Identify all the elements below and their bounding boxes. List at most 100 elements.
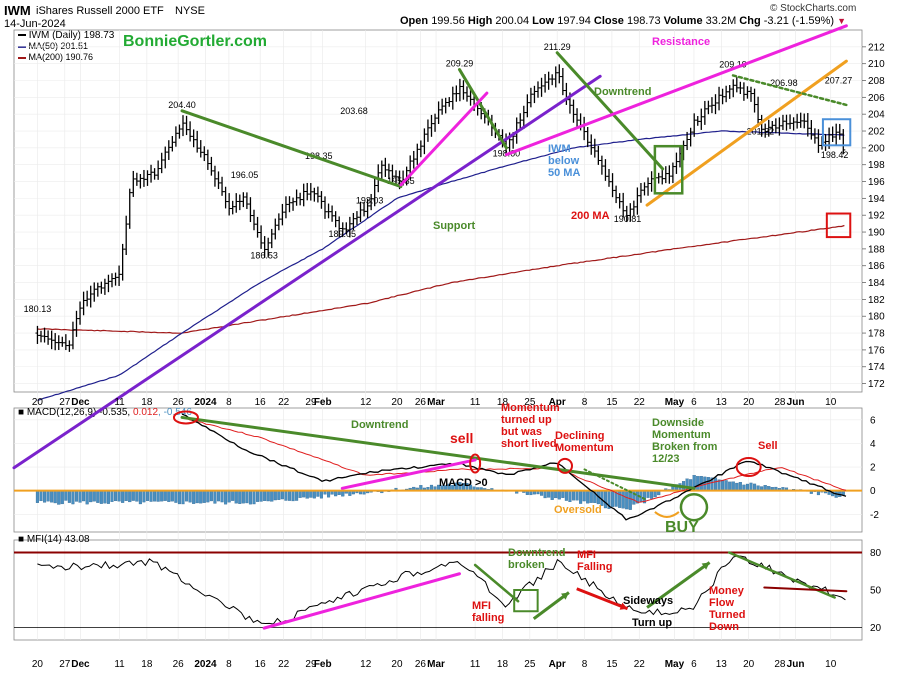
price-label: 180.13 <box>24 304 52 314</box>
price-label: 195.35 <box>387 176 415 186</box>
sideways-label: Sideways <box>623 595 674 607</box>
macd-buy-circle <box>679 492 709 522</box>
price-label: 201.22 <box>747 127 775 137</box>
macd-legend-hist: , -0.546 <box>158 407 192 418</box>
price-y-tick-label: 196 <box>868 177 885 188</box>
mfi-downtrend-label: Downtrend broken <box>508 547 565 571</box>
price-y-tick-label: 182 <box>868 295 885 306</box>
price-x-tick-label: 22 <box>278 397 290 408</box>
macd-histogram-bar <box>53 490 57 504</box>
macd-histogram-bar <box>557 490 561 500</box>
macd-histogram-bar <box>561 490 565 498</box>
macd-histogram-bar <box>252 490 256 505</box>
price-x-tick-label: 11 <box>114 397 125 408</box>
macd-histogram-bar <box>227 490 231 503</box>
macd-histogram-bar <box>650 490 654 499</box>
magenta-resistance-line <box>504 24 848 157</box>
high-value: 200.04 <box>495 15 530 27</box>
ohlc-readout: Open 199.56 High 200.04 Low 197.94 Close… <box>400 15 846 27</box>
price-x-tick-label: 28 <box>774 397 786 408</box>
macd-histogram-bar <box>721 479 725 491</box>
ma200-label: 200 MA <box>571 210 610 222</box>
macd-histogram-bar <box>319 490 323 499</box>
mfi-downtrend-line2: broken <box>508 559 545 571</box>
downtrend-price-label: Downtrend <box>594 86 652 98</box>
mfi-x-tick-label: 13 <box>716 659 728 670</box>
macd-histogram-bar <box>99 490 103 504</box>
legend-ma200: MA(200) 190.76 <box>18 52 93 62</box>
macd-sell-ellipse-2 <box>469 453 482 474</box>
green-consolidation-box <box>653 144 684 195</box>
legend-price-label: IWM (Daily) 198.73 <box>28 30 115 41</box>
macd-histogram-bar <box>234 490 238 504</box>
price-x-tick-label: 25 <box>524 397 536 408</box>
mfi-falling-label-1: MFI falling <box>472 600 504 624</box>
mfi-x-tick-label: 8 <box>226 659 232 670</box>
money-flow-line4: Down <box>709 621 739 633</box>
price-x-tick-label: 29 <box>305 397 317 408</box>
macd-histogram-bar <box>270 490 274 502</box>
macd-histogram-bar <box>188 490 192 503</box>
macd-y-tick-label: 4 <box>870 439 876 450</box>
legend-ma50-label: MA(50) 201.51 <box>28 41 89 51</box>
green-downtrend-line-1 <box>180 109 403 189</box>
macd-histogram-bar <box>96 490 100 503</box>
macd-histogram-bar <box>85 490 89 505</box>
mfi-x-tick-label: 22 <box>634 659 646 670</box>
price-y-tick-label: 176 <box>868 345 885 356</box>
macd-histogram-bar <box>216 490 221 502</box>
price-label: 209.29 <box>446 59 474 69</box>
macd-histogram-bar <box>295 490 299 501</box>
macd-histogram-bar <box>550 490 554 500</box>
macd-histogram-bar <box>92 490 96 502</box>
ma50-line <box>37 130 845 401</box>
macd-histogram-bar <box>35 490 39 503</box>
mfi-x-tick-label: 22 <box>278 659 290 670</box>
macd-histogram-bar <box>571 490 576 501</box>
high-label: High <box>467 15 493 27</box>
mfi-downtrend-line1: Downtrend <box>508 547 566 559</box>
macd-histogram-bar <box>245 490 249 504</box>
price-y-tick-label: 210 <box>868 59 885 70</box>
macd-histogram-bar <box>255 490 260 502</box>
price-x-tick-label: 2024 <box>194 397 217 408</box>
iwm-below-line1: IWM <box>548 143 571 155</box>
price-y-tick-label: 188 <box>868 244 885 255</box>
money-flow-line3: Turned <box>709 609 746 621</box>
macd-downtrend-label: Downtrend <box>351 419 409 431</box>
macd-histogram-bar <box>67 490 71 503</box>
mfi-x-tick-label: 10 <box>825 659 837 670</box>
mfi-x-tick-label: 6 <box>691 659 697 670</box>
price-y-tick-label: 192 <box>868 211 885 222</box>
macd-histogram-bar <box>610 490 615 507</box>
ticker-symbol: IWM <box>4 3 31 18</box>
copyright: © StockCharts.com <box>770 3 857 14</box>
open-label: Open <box>400 15 429 27</box>
turn-up-label: Turn up <box>632 617 673 629</box>
price-label: 204.40 <box>168 100 196 110</box>
macd-histogram-bar <box>177 490 181 505</box>
down-arrow-icon: ▼ <box>837 16 847 26</box>
price-x-tick-label: 8 <box>582 397 588 408</box>
price-label: 211.29 <box>544 42 571 52</box>
momentum-line1: Momentum <box>501 402 560 414</box>
close-label: Close <box>593 15 624 27</box>
macd-histogram-bar <box>554 490 558 499</box>
price-y-tick-label: 212 <box>868 42 885 53</box>
mfi-x-tick-label: 29 <box>305 659 317 670</box>
macd-histogram-bar <box>163 490 167 501</box>
iwm-below-50ma-label: IWM below 50 MA <box>548 143 580 179</box>
mfi-y-tick-label: 20 <box>870 623 882 634</box>
macd-histogram-bar <box>202 490 206 503</box>
price-y-tick-label: 178 <box>868 329 885 340</box>
price-y-tick-label: 208 <box>868 76 885 87</box>
mfi-red-resistance <box>763 586 848 593</box>
macd-histogram-bar <box>728 481 732 491</box>
price-y-tick-label: 184 <box>868 278 885 289</box>
macd-histogram-bar <box>586 490 590 504</box>
macd-histogram-bar <box>259 490 263 502</box>
price-x-tick-label: 18 <box>141 397 153 408</box>
price-label: 207.27 <box>825 76 853 86</box>
money-flow-label: Money Flow Turned Down <box>709 585 745 633</box>
macd-histogram-bar <box>149 490 153 502</box>
